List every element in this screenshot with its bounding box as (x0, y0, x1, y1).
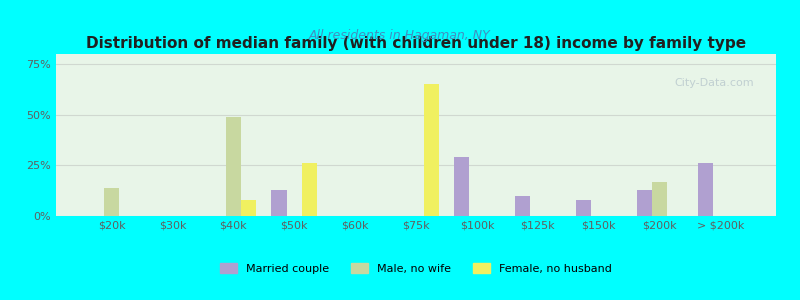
Title: Distribution of median family (with children under 18) income by family type: Distribution of median family (with chil… (86, 36, 746, 51)
Bar (241, 200, 256, 216)
Bar (698, 163, 713, 216)
Bar (104, 188, 119, 216)
Bar (226, 117, 241, 216)
Bar (454, 157, 470, 216)
Bar (271, 190, 286, 216)
Legend: Married couple, Male, no wife, Female, no husband: Married couple, Male, no wife, Female, n… (216, 259, 616, 278)
Text: City-Data.com: City-Data.com (674, 78, 754, 88)
Bar (576, 200, 591, 216)
Bar (302, 163, 317, 216)
Bar (652, 182, 667, 216)
Bar (515, 196, 530, 216)
Text: All residents in Hagaman, NY: All residents in Hagaman, NY (309, 29, 491, 43)
Bar (424, 84, 439, 216)
Bar (637, 190, 652, 216)
